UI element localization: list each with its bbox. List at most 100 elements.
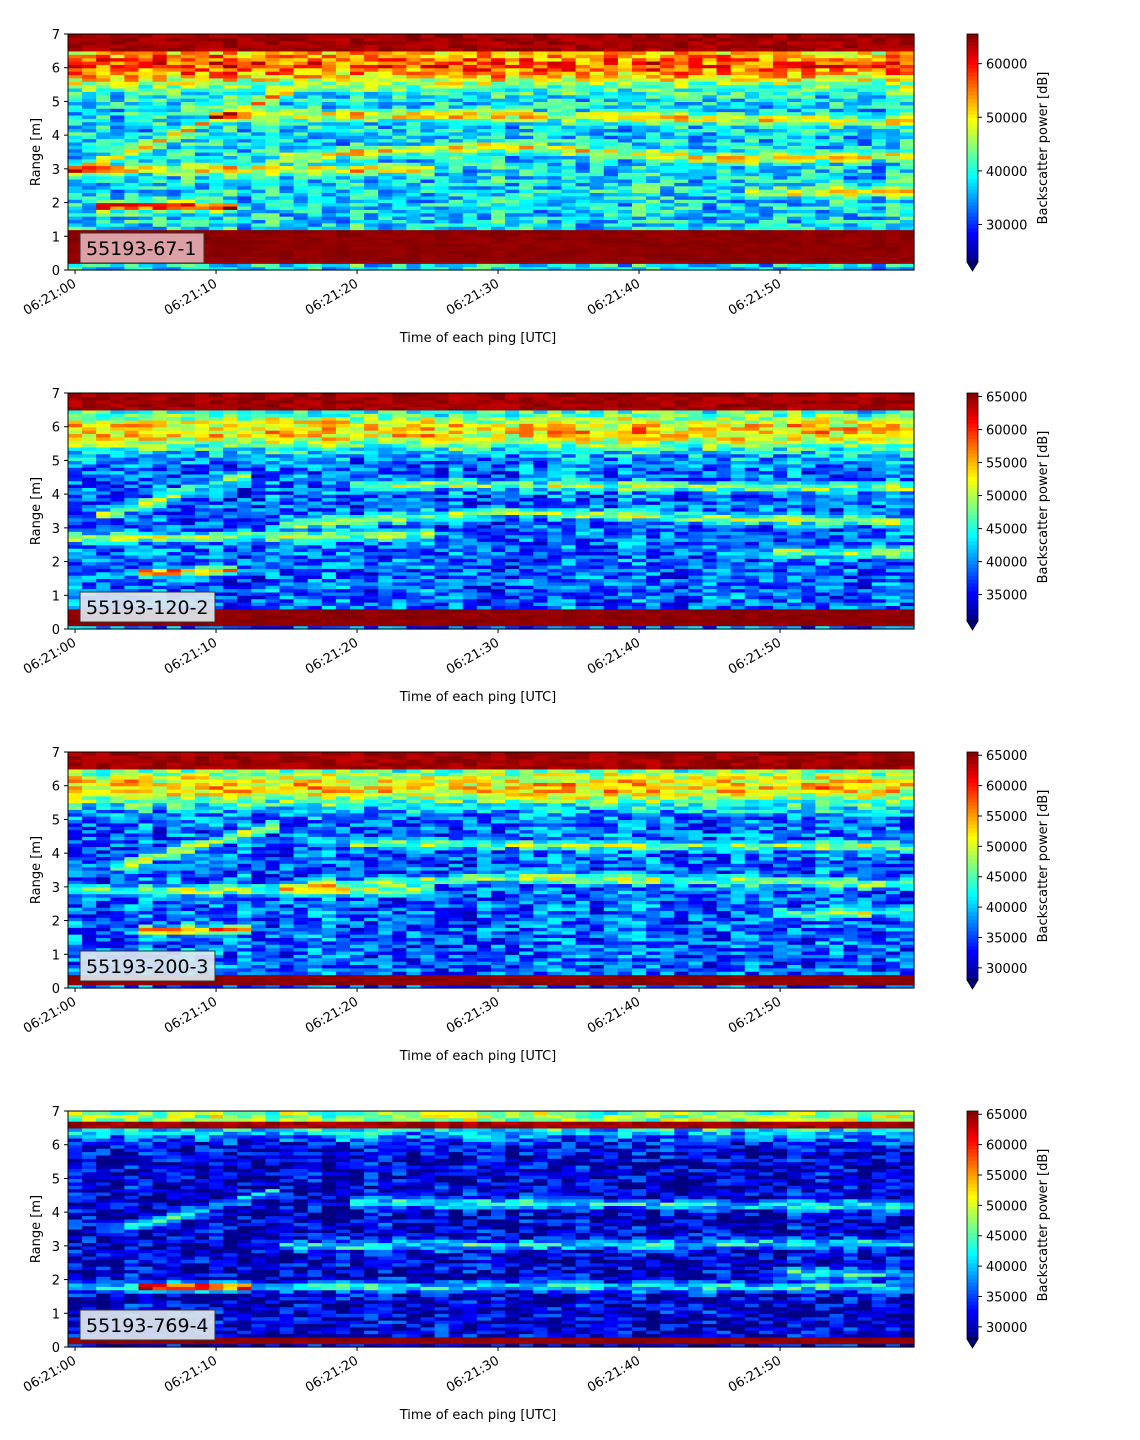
heatmap-cell	[463, 189, 478, 193]
colorbar-segment	[967, 83, 978, 87]
heatmap-cell	[110, 142, 125, 146]
heatmap-cell	[674, 165, 689, 169]
colorbar-tick-label: 60000	[986, 58, 1027, 73]
heatmap-cell	[519, 34, 534, 38]
heatmap-cell	[505, 34, 520, 38]
heatmap-cell	[435, 71, 450, 75]
x-tick-label: 06:21:00	[21, 276, 79, 318]
heatmap-cell	[815, 189, 830, 193]
heatmap-cell	[181, 477, 196, 481]
heatmap-cell	[731, 118, 746, 122]
heatmap-cell	[590, 189, 605, 193]
heatmap-cell	[562, 71, 577, 75]
heatmap-cell	[421, 260, 436, 264]
heatmap-cell	[829, 95, 844, 99]
heatmap-cell	[82, 213, 97, 217]
heatmap-cell	[646, 236, 661, 240]
heatmap-cell	[265, 213, 280, 217]
heatmap-cell	[449, 189, 464, 193]
colorbar-segment	[967, 129, 978, 133]
heatmap-cell	[265, 71, 280, 75]
heatmap-cell	[294, 213, 309, 217]
heatmap-cell	[153, 142, 168, 146]
heatmap-cell	[124, 572, 139, 576]
heatmap-cell	[167, 524, 182, 528]
heatmap-cell	[449, 142, 464, 146]
heatmap-cell	[421, 142, 436, 146]
heatmap-cell	[604, 165, 619, 169]
heatmap-cell	[449, 95, 464, 99]
heatmap-cell	[153, 430, 168, 434]
heatmap-cell	[181, 524, 196, 528]
heatmap-cell	[167, 71, 182, 75]
heatmap-cell	[829, 118, 844, 122]
heatmap-cell	[590, 95, 605, 99]
heatmap-cell	[745, 95, 760, 99]
heatmap-cell	[547, 236, 562, 240]
heatmap-cell	[703, 236, 718, 240]
heatmap-cell	[124, 189, 139, 193]
heatmap-cell	[251, 142, 266, 146]
heatmap-cell	[815, 260, 830, 264]
heatmap-cell	[717, 213, 732, 217]
heatmap-cell	[646, 260, 661, 264]
heatmap-cell	[646, 189, 661, 193]
heatmap-cell	[632, 142, 647, 146]
heatmap-cell	[124, 430, 139, 434]
heatmap-cell	[421, 34, 436, 38]
heatmap-cell	[745, 142, 760, 146]
heatmap-cell	[900, 189, 915, 193]
heatmap-cell	[547, 260, 562, 264]
heatmap-cell	[815, 95, 830, 99]
heatmap-cell	[167, 406, 182, 410]
heatmap-cell	[618, 95, 633, 99]
heatmap-cell	[280, 236, 295, 240]
heatmap-cell	[773, 34, 788, 38]
heatmap-cell	[364, 213, 379, 217]
heatmap-cell	[96, 501, 111, 505]
heatmap-cell	[153, 47, 168, 51]
heatmap-cell	[688, 118, 703, 122]
heatmap-cell	[378, 118, 393, 122]
heatmap-cell	[449, 165, 464, 169]
heatmap-cell	[886, 95, 901, 99]
colorbar-segment	[967, 220, 978, 224]
heatmap-cell	[139, 165, 154, 169]
heatmap-cell	[124, 477, 139, 481]
heatmap-cell	[688, 47, 703, 51]
heatmap-cell	[872, 47, 887, 51]
heatmap-cell	[167, 213, 182, 217]
colorbar-segment	[967, 72, 978, 76]
heatmap-cell	[110, 165, 125, 169]
heatmap-cell	[759, 213, 774, 217]
heatmap-cell	[364, 95, 379, 99]
heatmap-cell	[533, 165, 548, 169]
heatmap-cell	[872, 118, 887, 122]
colorbar-segment	[967, 34, 978, 38]
heatmap-cell	[505, 165, 520, 169]
heatmap-cell	[618, 118, 633, 122]
heatmap-cell	[886, 213, 901, 217]
heatmap-cell	[829, 165, 844, 169]
heatmap-cell	[829, 236, 844, 240]
heatmap-cell	[406, 95, 421, 99]
heatmap-cell	[350, 95, 365, 99]
heatmap-cell	[392, 213, 407, 217]
heatmap-cell	[181, 430, 196, 434]
heatmap-cell	[223, 71, 238, 75]
heatmap-cell	[660, 95, 675, 99]
heatmap-cell	[294, 34, 309, 38]
heatmap-cell	[886, 260, 901, 264]
heatmap-cell	[181, 406, 196, 410]
heatmap-cell	[223, 47, 238, 51]
heatmap-cell	[717, 71, 732, 75]
heatmap-cell	[322, 71, 337, 75]
heatmap-cell	[139, 524, 154, 528]
heatmap-cell	[280, 34, 295, 38]
heatmap-cell	[731, 236, 746, 240]
heatmap-cell	[124, 142, 139, 146]
heatmap-cell	[68, 524, 83, 528]
heatmap-cell	[110, 393, 125, 397]
heatmap-cell	[195, 477, 210, 481]
